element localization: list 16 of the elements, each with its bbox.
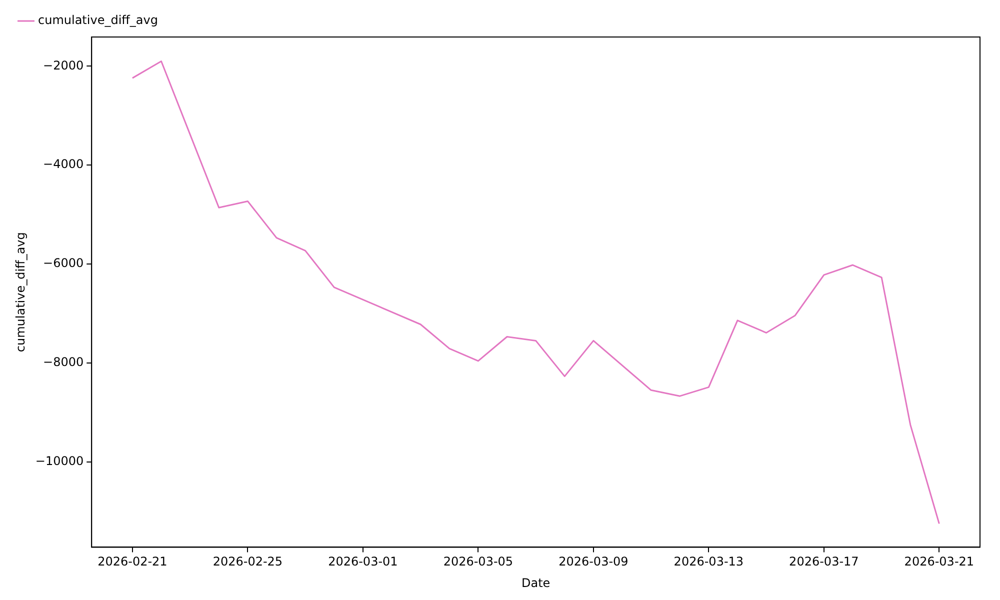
x-tick-label: 2026-02-21: [98, 554, 168, 569]
x-axis-title: Date: [521, 576, 550, 590]
y-tick-label: −6000: [43, 256, 84, 270]
x-tick-label: 2026-03-01: [328, 554, 398, 569]
x-tick-label: 2026-02-25: [212, 554, 283, 569]
x-tick-label: 2026-03-17: [789, 554, 859, 569]
y-axis-title: cumulative_diff_avg: [13, 232, 28, 352]
y-tick-label: −2000: [43, 58, 84, 72]
x-tick-label: 2026-03-13: [674, 554, 744, 569]
x-tick-label: 2026-03-21: [904, 554, 974, 569]
x-tick-label: 2026-03-09: [558, 554, 628, 569]
y-tick-label: −10000: [35, 454, 84, 468]
legend-label: cumulative_diff_avg: [38, 13, 158, 28]
y-tick-label: −4000: [43, 157, 84, 172]
x-tick-label: 2026-03-05: [443, 554, 514, 569]
y-tick-label: −8000: [43, 355, 84, 370]
